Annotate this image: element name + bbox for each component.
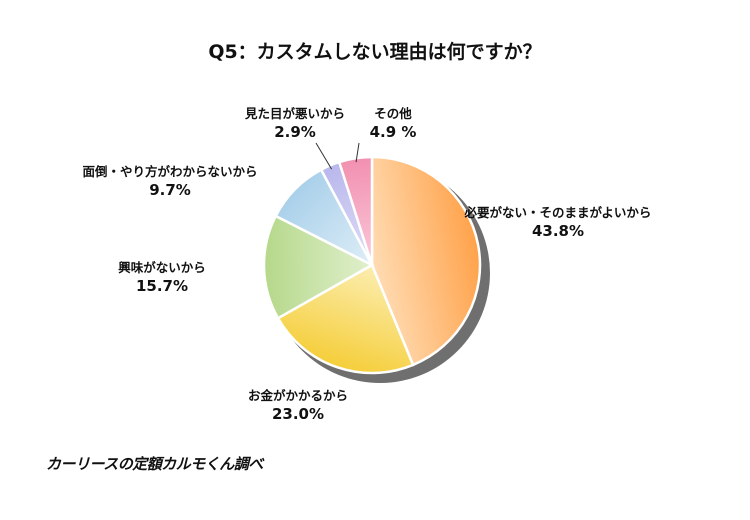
slice-label: 面倒・やり方がわからないから — [82, 164, 257, 179]
source-note: カーリースの定額カルモくん調べ — [46, 455, 263, 473]
pie-slice — [276, 263, 415, 375]
chart-title: Q5：カスタムしない理由は何ですか？ — [208, 40, 541, 63]
slice-percent: 9.7% — [149, 181, 191, 199]
leader-line — [315, 142, 333, 170]
slice-label: その他 — [374, 106, 412, 121]
pie-slice — [337, 155, 374, 266]
slice-percent: 4.9 % — [370, 123, 417, 141]
slice-percent: 23.0% — [272, 405, 324, 423]
slice-label: 見た目が悪いから — [244, 106, 345, 121]
slice-label: 興味がないから — [118, 260, 206, 275]
pie-slice — [262, 214, 375, 320]
leader-line — [355, 142, 360, 163]
slice-label: お金がかかるから — [248, 388, 348, 403]
slice-percent: 15.7% — [136, 277, 188, 295]
slice-percent: 2.9% — [274, 123, 316, 141]
slice-percent: 43.8% — [532, 222, 584, 240]
slice-label: 必要がない・そのままがよいから — [464, 205, 652, 220]
pie-slice — [370, 155, 482, 367]
